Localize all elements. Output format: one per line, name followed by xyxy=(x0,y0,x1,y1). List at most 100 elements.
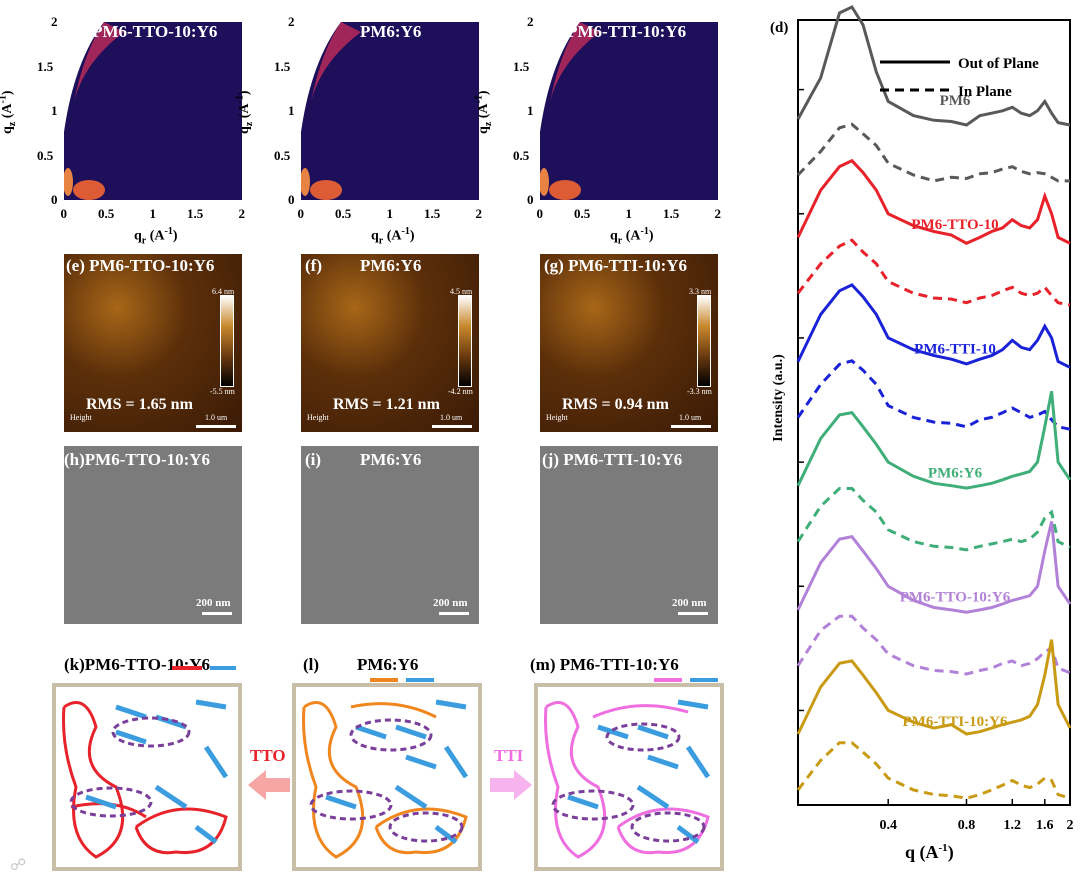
chart-series-ip xyxy=(796,359,1071,431)
giwaxs-ytick: 2 xyxy=(527,14,534,29)
giwaxs-ytick: 0.5 xyxy=(37,147,54,163)
giwaxs-ytick: 0 xyxy=(527,192,534,207)
schem-arrow-left xyxy=(248,770,290,805)
afm-panel-g xyxy=(540,254,718,432)
giwaxs-xlabel: qr (A-1) xyxy=(134,226,178,247)
tem-panel-i xyxy=(301,446,479,624)
giwaxs-ylabel: qz (A-1) xyxy=(473,90,494,134)
afm-cbar-bot-g: -3.3 nm xyxy=(687,387,712,396)
giwaxs-panel-b xyxy=(300,22,479,200)
chart-panel-label: (d) xyxy=(770,20,789,36)
giwaxs-ytick: 1.5 xyxy=(274,58,291,74)
giwaxs-label-c: (c) PM6-TTI-10:Y6 xyxy=(544,22,687,41)
chart-xlabel: q (A-1) xyxy=(905,842,954,863)
schem-drawing-l xyxy=(302,699,469,859)
giwaxs-xtick: 0 xyxy=(60,206,68,221)
chart-xtick-label: 1.2 xyxy=(1004,818,1022,833)
chart-series-oop xyxy=(796,5,1071,127)
giwaxs-name-b: PM6:Y6 xyxy=(360,22,422,41)
chart-xlabel-close: ) xyxy=(947,842,954,862)
giwaxs-xtick: 1 xyxy=(149,206,157,221)
giwaxs-xtick: 1 xyxy=(625,206,633,221)
chart-xtick-label: 1.6 xyxy=(1036,818,1054,833)
schem-box-m xyxy=(534,683,724,871)
chart-xtick-label: 0.4 xyxy=(879,818,897,833)
chart-series-ip xyxy=(796,122,1070,183)
tem-panel-h xyxy=(64,446,242,624)
chart-xtick-label: 2 xyxy=(1067,818,1074,833)
giwaxs-panel-c xyxy=(539,22,718,200)
giwaxs-ytick: 1 xyxy=(527,103,534,118)
chart-series-label: PM6:Y6 xyxy=(928,466,983,482)
schem-legend-k xyxy=(172,666,236,670)
chart-legend-label: Out of Plane xyxy=(958,56,1039,72)
schem-legend-l xyxy=(370,678,434,682)
afm-colorbar-f xyxy=(458,295,472,387)
schem-drawing-k xyxy=(62,699,229,859)
chart-series-ip xyxy=(796,614,1071,676)
schem-drawing-m xyxy=(544,699,711,859)
afm-scale-text-e: 1.0 um xyxy=(205,413,228,422)
chart-xlabel-unit: (A xyxy=(919,842,939,862)
chart-series-label: PM6-TTI-10 xyxy=(914,341,996,357)
giwaxs-xtick: 1.5 xyxy=(187,206,204,221)
giwaxs-xtick: 1.5 xyxy=(424,206,441,221)
giwaxs-ytick: 0 xyxy=(288,192,295,207)
chart-series-oop xyxy=(796,639,1072,736)
giwaxs-pattern-c xyxy=(539,22,600,200)
schem-label-l: (l) xyxy=(303,655,320,674)
afm-colorbar-e xyxy=(220,295,234,387)
giwaxs-label-a: (a) PM6-TTO-10:Y6 xyxy=(68,22,218,41)
afm-scalebar-e xyxy=(196,425,236,428)
chart-xlabel-sup: -1 xyxy=(938,842,948,854)
afm-scale-text-g: 1.0 um xyxy=(679,413,702,422)
giwaxs-xtick: 0 xyxy=(297,206,305,221)
afm-rms-g: RMS = 0.94 nm xyxy=(562,396,669,413)
afm-panel-e xyxy=(64,254,242,432)
chart-legend-label: In Plane xyxy=(958,84,1012,100)
chart-frame xyxy=(797,19,1071,806)
giwaxs-ylabel: qz (A-1) xyxy=(0,90,18,134)
afm-cbar-top-f: 4.5 nm xyxy=(450,287,473,296)
afm-label-g: (g) PM6-TTI-10:Y6 xyxy=(544,256,688,275)
afm-rms-e: RMS = 1.65 nm xyxy=(86,396,193,413)
giwaxs-ytick: 0 xyxy=(51,192,58,207)
afm-height-g: Height xyxy=(546,413,568,422)
afm-scalebar-g xyxy=(671,425,711,428)
chart-ylabel: Intensity (a.u.) xyxy=(771,354,786,442)
afm-label-e: (e) PM6-TTO-10:Y6 xyxy=(66,256,215,275)
afm-colorbar-g xyxy=(697,295,711,387)
chart-series-label: PM6-TTI-10:Y6 xyxy=(903,714,1008,730)
giwaxs-xlabel: qr (A-1) xyxy=(371,226,415,247)
giwaxs-xtick: 0 xyxy=(536,206,544,221)
tem-label-i: (i) xyxy=(305,450,322,469)
afm-label-f: (f) xyxy=(305,256,322,275)
tem-scale-text-i: 200 nm xyxy=(433,597,468,609)
afm-cbar-top-g: 3.3 nm xyxy=(689,287,712,296)
afm-name-f: PM6:Y6 xyxy=(360,256,422,275)
chart-series-label: PM6 xyxy=(940,93,971,109)
tem-scale-text-j: 200 nm xyxy=(672,597,707,609)
chart-series-oop xyxy=(796,391,1072,490)
tem-label-j: (j) PM6-TTI-10:Y6 xyxy=(542,450,683,469)
schem-name-l: PM6:Y6 xyxy=(357,655,419,674)
afm-height-e: Height xyxy=(70,413,92,422)
tem-label-h: (h)PM6-TTO-10:Y6 xyxy=(64,450,211,469)
tem-scalebar-j xyxy=(678,612,708,615)
schem-box-k xyxy=(52,683,242,871)
giwaxs-ylabel: qz (A-1) xyxy=(234,90,255,134)
giwaxs-xlabel: qr (A-1) xyxy=(610,226,654,247)
schem-box-l xyxy=(292,683,482,871)
afm-panel-f xyxy=(301,254,479,432)
schem-arrow-left-label: TTO xyxy=(250,746,286,765)
chart-series-oop xyxy=(796,158,1071,245)
giwaxs-pattern-a xyxy=(63,22,124,200)
afm-scale-text-f: 1.0 um xyxy=(440,413,463,422)
giwaxs-ytick: 2 xyxy=(288,14,295,29)
giwaxs-ytick: 2 xyxy=(51,14,58,29)
schem-arrow-right xyxy=(490,770,532,805)
giwaxs-xtick: 0.5 xyxy=(98,206,115,221)
giwaxs-ytick: 1 xyxy=(288,103,295,118)
chart-series-label: PM6-TTO-10 xyxy=(911,217,998,233)
chart-series-label: PM6-TTO-10:Y6 xyxy=(900,590,1011,606)
